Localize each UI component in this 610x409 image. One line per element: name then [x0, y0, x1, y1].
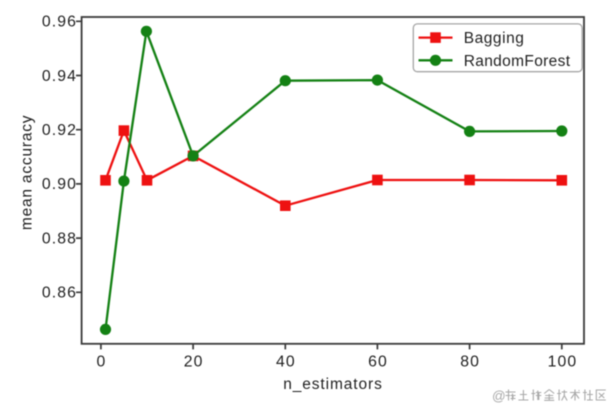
svg-text:0: 0 — [97, 354, 107, 371]
svg-text:60: 60 — [368, 354, 388, 371]
svg-text:0.88: 0.88 — [42, 230, 77, 247]
svg-text:20: 20 — [184, 354, 204, 371]
svg-text:0.96: 0.96 — [42, 14, 77, 31]
svg-text:100: 100 — [548, 354, 578, 371]
svg-text:RandomForest: RandomForest — [464, 53, 571, 70]
svg-text:@: @ — [492, 389, 506, 404]
svg-text:mean accuracy: mean accuracy — [18, 115, 35, 231]
svg-text:0.94: 0.94 — [42, 68, 77, 85]
svg-text:0.90: 0.90 — [42, 176, 77, 193]
svg-text:40: 40 — [276, 354, 296, 371]
svg-text:0.86: 0.86 — [42, 285, 77, 302]
svg-text:80: 80 — [460, 354, 480, 371]
svg-text:Bagging: Bagging — [464, 30, 525, 47]
svg-text:0.92: 0.92 — [42, 122, 77, 139]
svg-text:n_estimators: n_estimators — [283, 376, 383, 393]
